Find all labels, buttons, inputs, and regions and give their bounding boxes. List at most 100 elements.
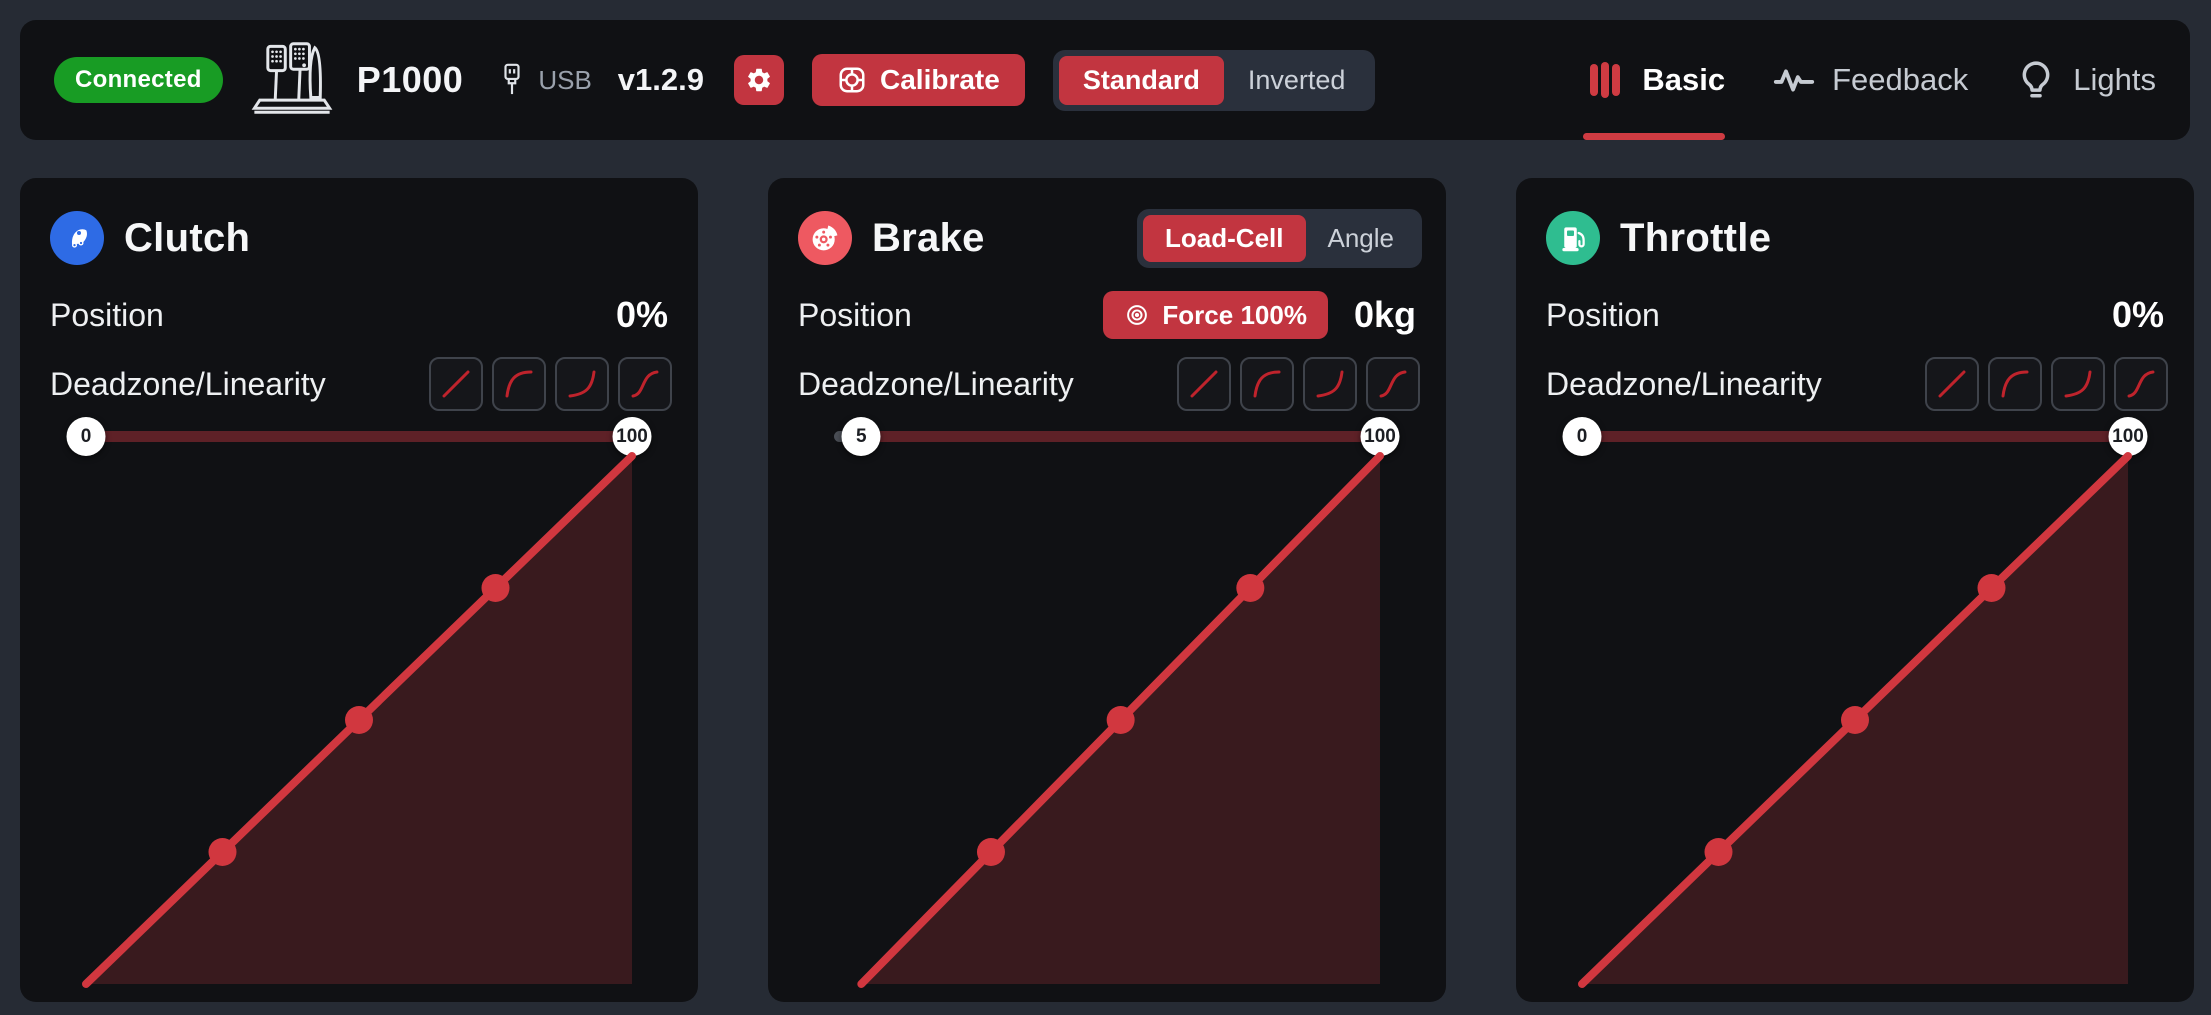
calibrate-button[interactable]: Calibrate [812,54,1025,106]
calibrate-target-icon [839,67,865,93]
curve-preset-linear-button[interactable] [429,357,483,411]
tab-feedback-label: Feedback [1832,62,1969,97]
gear-icon [748,68,770,92]
response-curve-chart-throttle[interactable] [1578,452,2132,988]
deadzone-slider-throttle[interactable]: 0 100 [1562,416,2148,456]
brake-force-badge[interactable]: Force 100% [1103,291,1328,339]
ease-out-curve-icon [1253,370,1281,398]
main-tabs: Basic Feedback Lights [1583,20,2156,140]
panel-title-brake: Brake [872,215,985,260]
curve-preset-linear-button[interactable] [1177,357,1231,411]
curve-control-point[interactable] [345,706,373,734]
curve-preset-s-curve-button[interactable] [2114,357,2168,411]
slider-max-handle[interactable]: 100 [1360,417,1400,456]
curve-preset-ease-out-button[interactable] [1988,357,2042,411]
panel-title-throttle: Throttle [1620,215,1772,260]
position-value-brake: 0kg [1353,294,1416,335]
curve-control-point[interactable] [1236,574,1265,602]
curve-preset-s-curve-button[interactable] [618,357,672,411]
s-curve-icon [1379,370,1407,398]
clutch-pedal-icon [50,211,104,265]
slider-max-handle[interactable]: 100 [612,417,652,456]
slider-fill [861,431,1380,442]
ease-in-curve-icon [1316,370,1344,398]
mode-toggle: Standard Inverted [1052,49,1376,111]
position-value-throttle: 0% [2111,294,2164,335]
ease-out-curve-icon [2001,370,2029,398]
s-curve-icon [2127,370,2155,398]
curve-preset-ease-out-button[interactable] [492,357,546,411]
tab-lights[interactable]: Lights [2014,20,2156,140]
usb-status: USB [499,60,592,100]
response-curve-chart-clutch[interactable] [82,452,636,988]
curve-control-point[interactable] [1841,706,1869,734]
deadzone-slider-clutch[interactable]: 0 100 [66,416,652,456]
firmware-version: v1.2.9 [617,62,704,97]
curve-preset-linear-button[interactable] [1925,357,1979,411]
connection-status-badge: Connected [54,57,223,103]
curve-preset-ease-in-button[interactable] [1303,357,1357,411]
s-curve-icon [631,370,659,398]
mode-inverted-button[interactable]: Inverted [1224,56,1370,105]
response-curve-chart-brake[interactable] [834,452,1384,988]
brake-mode-loadcell-button[interactable]: Load-Cell [1143,214,1306,262]
pedal-panels: Clutch Position 0% Deadzone/Linearity [20,178,2194,1002]
ease-out-curve-icon [505,370,533,398]
curve-presets [429,357,672,411]
ease-in-curve-icon [568,370,596,398]
mode-standard-button[interactable]: Standard [1058,55,1224,105]
curve-control-point[interactable] [1704,838,1733,866]
tab-feedback[interactable]: Feedback [1771,20,1968,140]
curve-presets [1177,357,1420,411]
brake-mode-angle-button[interactable]: Angle [1306,215,1417,262]
brake-mode-toggle: Load-Cell Angle [1137,208,1422,268]
fuel-pump-icon [1546,211,1600,265]
slider-fill [1582,431,2128,442]
curve-control-point[interactable] [208,838,237,866]
deadzone-label: Deadzone/Linearity [1546,365,1822,402]
tab-lights-label: Lights [2073,62,2156,97]
lightbulb-icon [2022,61,2050,98]
pedal-panel-clutch: Clutch Position 0% Deadzone/Linearity [20,178,698,1002]
deadzone-label: Deadzone/Linearity [50,365,326,402]
device-name: P1000 [356,59,464,100]
curve-control-point[interactable] [976,838,1005,866]
position-label: Position [798,296,912,333]
linear-curve-icon [442,370,470,398]
pedal-set-icon [251,42,333,114]
slider-min-handle[interactable]: 5 [841,417,881,456]
deadzone-slider-brake[interactable]: 5 100 [834,416,1400,456]
curve-control-point[interactable] [481,574,510,602]
calibrate-label: Calibrate [880,64,1000,95]
brake-force-label: Force 100% [1162,299,1307,330]
settings-button[interactable] [734,55,784,105]
usb-plug-icon [504,63,520,95]
deadzone-label: Deadzone/Linearity [798,365,1074,402]
slider-fill [86,431,632,442]
slider-max-handle[interactable]: 100 [2108,417,2148,456]
pedal-bars-icon [1590,62,1621,98]
curve-control-point[interactable] [1106,706,1135,734]
tab-basic-label: Basic [1642,62,1726,97]
header-bar: Connected P1000 [20,20,2190,140]
pulse-wave-icon [1774,69,1815,92]
linear-curve-icon [1938,370,1966,398]
curve-preset-ease-out-button[interactable] [1240,357,1294,411]
slider-min-handle[interactable]: 0 [66,417,106,456]
position-value-clutch: 0% [615,294,668,335]
curve-preset-s-curve-button[interactable] [1366,357,1420,411]
slider-min-handle[interactable]: 0 [1562,417,1602,456]
curve-preset-ease-in-button[interactable] [2051,357,2105,411]
ease-in-curve-icon [2064,370,2092,398]
curve-presets [1925,357,2168,411]
tab-basic[interactable]: Basic [1583,20,1725,140]
brake-disc-icon [798,211,852,265]
curve-control-point[interactable] [1977,574,2006,602]
panel-title-clutch: Clutch [124,215,251,260]
pedal-panel-brake: Brake Load-Cell Angle Position Force 100… [768,178,1446,1002]
linear-curve-icon [1190,370,1218,398]
bullseye-icon [1127,305,1148,325]
pedal-panel-throttle: Throttle Position 0% Deadzone/Linearity [1516,178,2194,1002]
curve-preset-ease-in-button[interactable] [555,357,609,411]
